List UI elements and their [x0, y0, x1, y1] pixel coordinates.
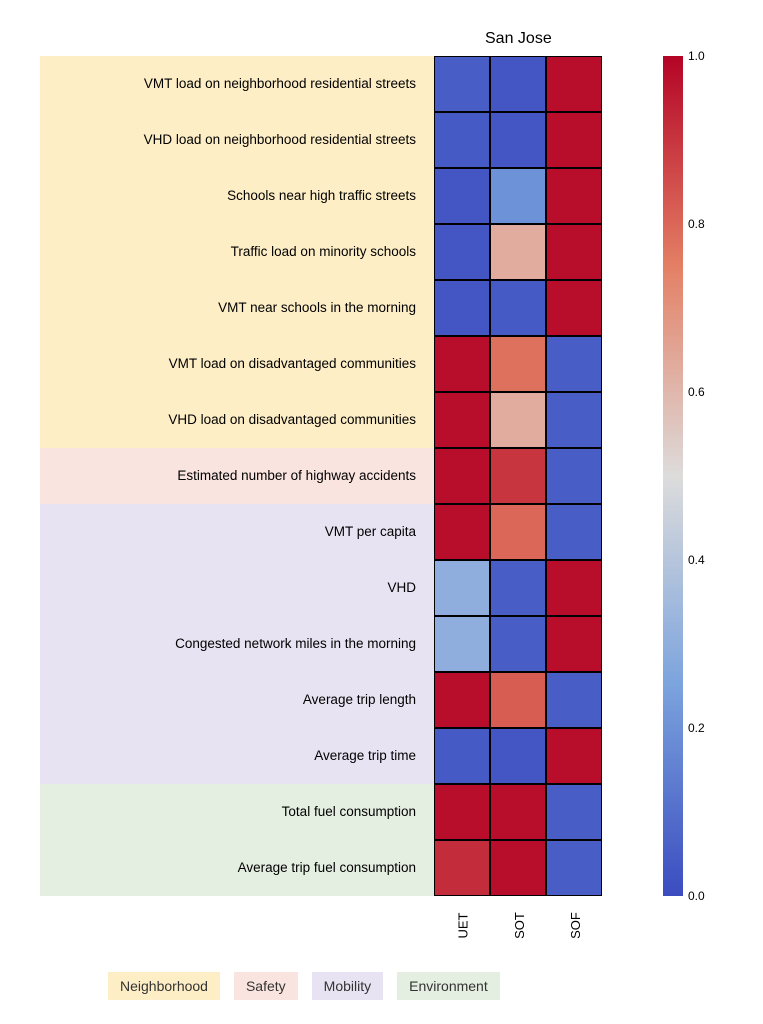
heatmap-cell — [546, 840, 602, 896]
heatmap-cell — [546, 280, 602, 336]
row-label: Estimated number of highway accidents — [0, 448, 422, 504]
heatmap-cell — [546, 392, 602, 448]
heatmap-cell — [434, 448, 490, 504]
legend-item: Mobility — [312, 972, 383, 1000]
heatmap-cell — [490, 504, 546, 560]
heatmap-cell — [490, 728, 546, 784]
chart-title: San Jose — [485, 30, 552, 48]
colorbar-tick: 0.4 — [688, 553, 705, 567]
heatmap-cell — [546, 560, 602, 616]
heatmap-row — [434, 280, 602, 336]
colorbar-tick: 0.8 — [688, 217, 705, 231]
heatmap-cell — [434, 672, 490, 728]
row-label: Traffic load on minority schools — [0, 224, 422, 280]
row-label: VHD load on neighborhood residential str… — [0, 112, 422, 168]
row-label: VMT load on neighborhood residential str… — [0, 56, 422, 112]
heatmap-cell — [434, 560, 490, 616]
heatmap-cell — [546, 672, 602, 728]
heatmap-cell — [434, 728, 490, 784]
heatmap-row — [434, 504, 602, 560]
row-label: VMT near schools in the morning — [0, 280, 422, 336]
heatmap-cell — [546, 616, 602, 672]
colorbar-tick: 1.0 — [688, 49, 705, 63]
heatmap-cell — [434, 56, 490, 112]
row-label: Average trip time — [0, 728, 422, 784]
heatmap-row — [434, 840, 602, 896]
heatmap-cell — [490, 840, 546, 896]
row-label: Total fuel consumption — [0, 784, 422, 840]
heatmap-row — [434, 784, 602, 840]
heatmap-cell — [434, 224, 490, 280]
row-label: Average trip fuel consumption — [0, 840, 422, 896]
heatmap-cell — [546, 448, 602, 504]
heatmap-cell — [434, 784, 490, 840]
heatmap-cell — [490, 784, 546, 840]
row-label: Congested network miles in the morning — [0, 616, 422, 672]
heatmap-cell — [490, 448, 546, 504]
colorbar — [663, 56, 683, 896]
heatmap-row — [434, 728, 602, 784]
heatmap-grid — [434, 56, 602, 896]
heatmap-cell — [546, 728, 602, 784]
heatmap-cell — [434, 392, 490, 448]
heatmap-cell — [490, 392, 546, 448]
legend: Neighborhood Safety Mobility Environment — [108, 972, 500, 1000]
heatmap-cell — [490, 168, 546, 224]
heatmap-cell — [434, 616, 490, 672]
heatmap-cell — [434, 168, 490, 224]
heatmap-cell — [490, 224, 546, 280]
heatmap-cell — [546, 56, 602, 112]
column-label: SOF — [568, 912, 583, 939]
row-label: Average trip length — [0, 672, 422, 728]
heatmap-row — [434, 112, 602, 168]
heatmap-row — [434, 392, 602, 448]
row-label: VMT load on disadvantaged communities — [0, 336, 422, 392]
heatmap-cell — [434, 504, 490, 560]
row-label: VHD load on disadvantaged communities — [0, 392, 422, 448]
heatmap-cell — [490, 560, 546, 616]
column-label: SOT — [512, 912, 527, 939]
heatmap-cell — [490, 112, 546, 168]
heatmap-cell — [546, 168, 602, 224]
heatmap-cell — [434, 840, 490, 896]
heatmap-cell — [434, 336, 490, 392]
colorbar-tick: 0.2 — [688, 721, 705, 735]
heatmap-row — [434, 224, 602, 280]
heatmap-row — [434, 672, 602, 728]
row-label: VHD — [0, 560, 422, 616]
row-label: VMT per capita — [0, 504, 422, 560]
heatmap-cell — [546, 112, 602, 168]
heatmap-cell — [434, 112, 490, 168]
heatmap-cell — [490, 336, 546, 392]
heatmap-cell — [490, 280, 546, 336]
heatmap-row — [434, 336, 602, 392]
legend-item: Environment — [397, 972, 500, 1000]
heatmap-cell — [434, 280, 490, 336]
legend-item: Neighborhood — [108, 972, 220, 1000]
colorbar-tick: 0.0 — [688, 889, 705, 903]
heatmap-cell — [546, 504, 602, 560]
heatmap-cell — [546, 224, 602, 280]
legend-item: Safety — [234, 972, 298, 1000]
heatmap-cell — [546, 784, 602, 840]
heatmap-row — [434, 56, 602, 112]
heatmap-row — [434, 560, 602, 616]
heatmap-cell — [490, 616, 546, 672]
heatmap-cell — [490, 56, 546, 112]
heatmap-row — [434, 448, 602, 504]
heatmap-cell — [546, 336, 602, 392]
heatmap-row — [434, 168, 602, 224]
heatmap-row — [434, 616, 602, 672]
row-label: Schools near high traffic streets — [0, 168, 422, 224]
column-label: UET — [456, 913, 471, 939]
heatmap-cell — [490, 672, 546, 728]
colorbar-tick: 0.6 — [688, 385, 705, 399]
